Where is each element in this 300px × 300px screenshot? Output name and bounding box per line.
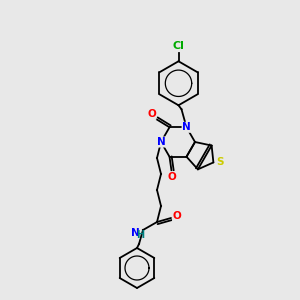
Text: O: O <box>167 172 176 182</box>
Text: S: S <box>217 158 224 167</box>
Text: H: H <box>136 230 144 240</box>
Text: O: O <box>147 109 156 119</box>
Text: Cl: Cl <box>172 41 184 51</box>
Text: N: N <box>157 137 165 147</box>
Text: N: N <box>182 122 191 132</box>
Text: O: O <box>172 211 182 221</box>
Text: N: N <box>130 228 140 238</box>
